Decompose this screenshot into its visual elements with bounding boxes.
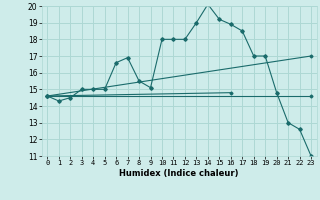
X-axis label: Humidex (Indice chaleur): Humidex (Indice chaleur) [119,169,239,178]
